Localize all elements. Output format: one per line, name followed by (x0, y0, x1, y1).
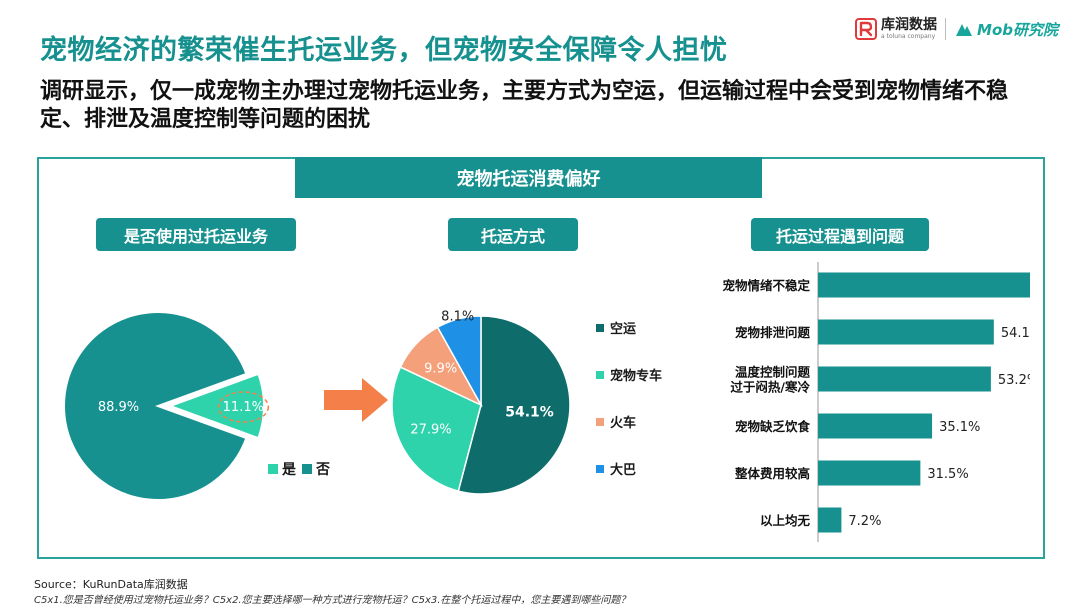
pie-value-label: 27.9% (410, 422, 451, 437)
legend-swatch-no (302, 464, 312, 474)
bar-category-label: 温度控制问题 (735, 365, 811, 380)
mob-logo-text: Mob研究院 (977, 20, 1058, 39)
chart3-title: 托运过程遇到问题 (751, 218, 929, 251)
bar (818, 272, 1030, 298)
bar (818, 460, 921, 486)
pie-slice (391, 366, 482, 492)
bar-value-label: 35.1% (939, 420, 980, 435)
pie-slice (167, 372, 265, 440)
legend-swatch (596, 370, 604, 379)
kurun-logo: 库润数据 a toluna company (855, 18, 937, 40)
method-pie-chart: 54.1% 27.9% 9.9% 8.1% (391, 309, 571, 495)
usage-pie-chart: 11.1% 88.9% (63, 311, 270, 501)
legend-item-car: 宠物专车 (596, 365, 662, 384)
bar-value-label: 31.5% (927, 467, 968, 482)
kurun-logo-icon (855, 18, 878, 40)
legend-item-train: 火车 (596, 412, 636, 431)
legend-swatch-yes (268, 464, 278, 474)
chart1-title: 是否使用过托运业务 (96, 218, 296, 251)
bar-value-label: 54.1% (1001, 326, 1030, 341)
pie-value-label: 11.1% (223, 400, 264, 415)
legend-swatch (596, 323, 604, 332)
bar-value-label: 53.2% (998, 373, 1030, 388)
right-arrow-icon (324, 378, 388, 422)
highlight-ring (217, 391, 270, 423)
logo-divider (945, 18, 947, 40)
bar-category-label: 过于闷热/寒冷 (730, 380, 810, 395)
bar-category-label: 整体费用较高 (735, 466, 810, 481)
mob-logo-icon (956, 24, 973, 36)
legend-label: 火车 (610, 416, 637, 431)
legend-swatch (596, 464, 604, 473)
mob-logo: Mob研究院 (954, 19, 1058, 40)
kurun-logo-tagline: a toluna company (881, 33, 936, 40)
question-note: C5x1.您是否曾经使用过宠物托运业务？C5x2.您主要选择哪一种方式进行宠物托… (34, 595, 631, 606)
pie-value-label: 9.9% (424, 361, 457, 376)
bar (818, 366, 991, 392)
problems-bar-chart: 66.7%宠物情绪不稳定54.1%宠物排泄问题53.2%温度控制问题过于闷热/寒… (722, 262, 1030, 542)
pie-slice (457, 315, 571, 495)
bar-category-label: 以上均无 (760, 513, 811, 528)
pie-slice-group: 88.9% (63, 311, 248, 501)
usage-pie-legend: 是 否 (268, 459, 330, 479)
pie-slice (63, 311, 248, 501)
source-note: Source：KuRunData库润数据 (34, 578, 188, 591)
bar (818, 413, 933, 439)
bar-category-label: 宠物情绪不稳定 (722, 278, 810, 293)
legend-swatch (596, 417, 604, 426)
bar (818, 507, 842, 533)
pie-slice (436, 315, 482, 408)
pie-value-label: 54.1% (505, 404, 554, 420)
legend-label: 空运 (610, 322, 637, 337)
page-subtitle: 调研显示，仅一成宠物主办理过宠物托运业务，主要方式为空运，但运输过程中会受到宠物… (40, 79, 1009, 132)
kurun-logo-text: 库润数据 (881, 17, 938, 33)
chart2-title: 托运方式 (448, 218, 578, 251)
panel-title: 宠物托运消费偏好 (295, 157, 762, 198)
legend-label-no: 否 (316, 462, 330, 478)
bar-category-label: 宠物排泄问题 (735, 325, 811, 340)
legend-item-bus: 大巴 (596, 459, 636, 478)
legend-label: 大巴 (610, 463, 637, 478)
bar-category-label: 宠物缺乏饮食 (735, 419, 811, 434)
bar (818, 319, 994, 345)
legend-label-yes: 是 (282, 462, 296, 478)
pie-value-label: 88.9% (98, 400, 139, 415)
legend-item-air: 空运 (596, 318, 636, 337)
brand-logos: 库润数据 a toluna company Mob研究院 (855, 18, 1058, 40)
page-title: 宠物经济的繁荣催生托运业务，但宠物安全保障令人担忧 (40, 35, 728, 66)
pie-value-label: 8.1% (441, 309, 474, 324)
legend-label: 宠物专车 (610, 369, 663, 384)
bar-value-label: 7.2% (848, 514, 881, 529)
pie-slice-group: 11.1% (167, 372, 270, 440)
